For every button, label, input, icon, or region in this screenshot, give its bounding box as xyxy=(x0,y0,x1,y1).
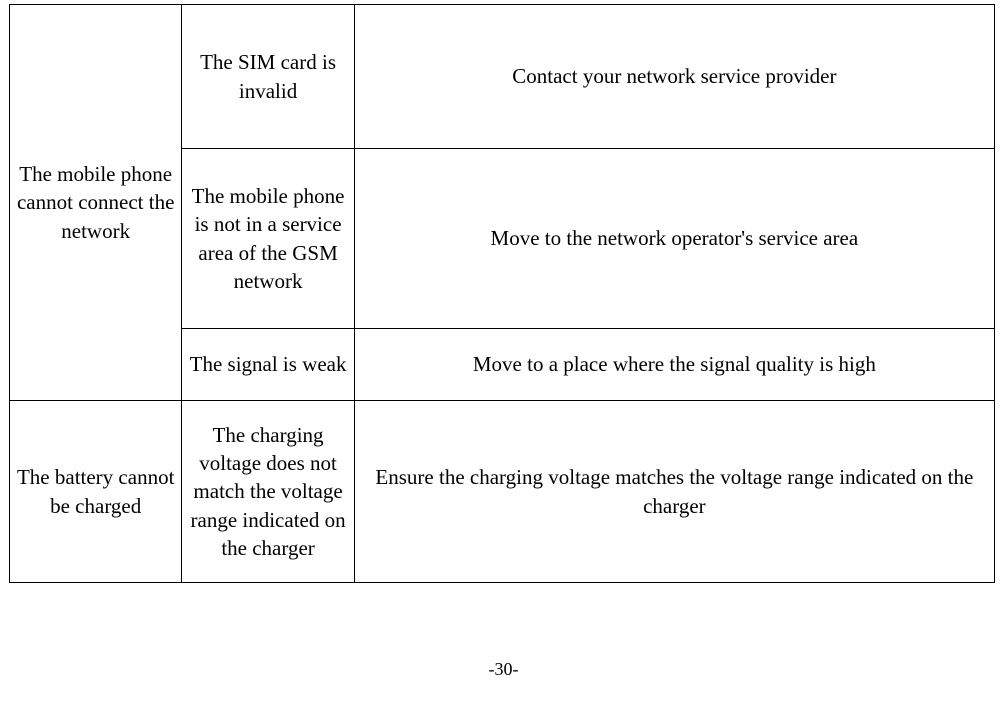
solution-cell: Move to a place where the signal quality… xyxy=(354,329,994,401)
problem-cell: The mobile phone cannot connect the netw… xyxy=(10,5,182,401)
troubleshooting-table: The mobile phone cannot connect the netw… xyxy=(9,4,995,583)
cause-cell: The signal is weak xyxy=(182,329,354,401)
troubleshooting-table-container: The mobile phone cannot connect the netw… xyxy=(9,4,995,583)
cause-cell: The SIM card is invalid xyxy=(182,5,354,149)
solution-cell: Ensure the charging voltage matches the … xyxy=(354,401,994,583)
solution-cell: Move to the network operator's service a… xyxy=(354,149,994,329)
table-row: The mobile phone cannot connect the netw… xyxy=(10,5,995,149)
solution-cell: Contact your network service provider xyxy=(354,5,994,149)
page-number: -30- xyxy=(0,659,1007,680)
problem-cell: The battery cannot be charged xyxy=(10,401,182,583)
table-row: The battery cannot be charged The chargi… xyxy=(10,401,995,583)
cause-cell: The charging voltage does not match the … xyxy=(182,401,354,583)
cause-cell: The mobile phone is not in a service are… xyxy=(182,149,354,329)
